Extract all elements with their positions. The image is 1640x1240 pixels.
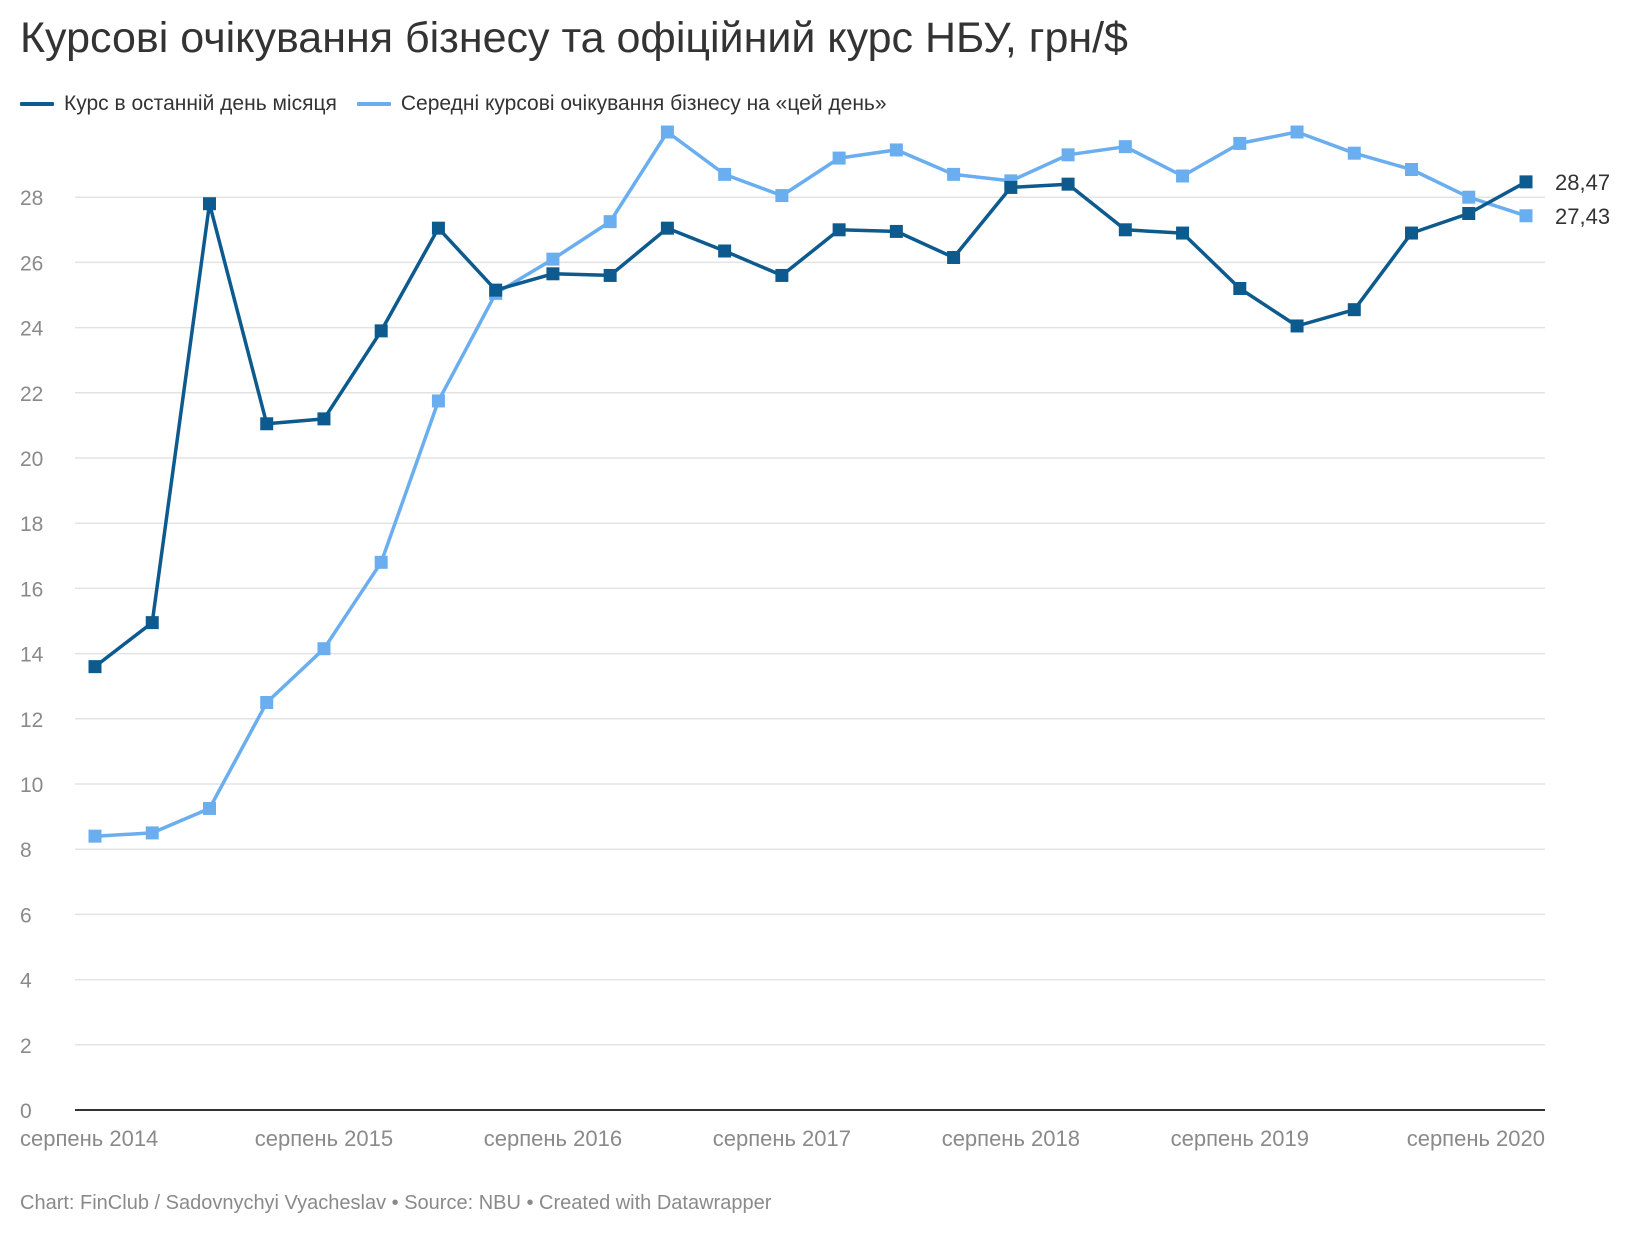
data-point — [660, 125, 674, 139]
chart-title: Курсові очікування бізнесу та офіційний … — [20, 14, 1128, 62]
legend-swatch-series-1 — [20, 102, 54, 106]
x-tick-label: серпень 2015 — [255, 1126, 393, 1151]
series-line — [94, 130, 1527, 838]
data-point — [1462, 207, 1476, 220]
y-tick-label: 16 — [20, 578, 43, 601]
legend-item-series-2: Середні курсові очікування бізнесу на «ц… — [356, 92, 887, 116]
legend-swatch-series-2 — [356, 102, 391, 106]
end-labels: 28,47 27,43 — [1555, 170, 1610, 229]
data-point — [1347, 303, 1361, 317]
data-point — [718, 167, 732, 181]
data-point — [775, 189, 789, 203]
end-value-label: 27,43 — [1555, 204, 1610, 229]
data-point — [947, 251, 961, 265]
data-point — [1176, 226, 1190, 240]
y-tick-label: 0 — [20, 1100, 32, 1123]
data-point — [775, 268, 789, 282]
data-point — [202, 801, 216, 815]
data-point — [145, 616, 159, 630]
x-tick-label: серпень 2018 — [942, 1126, 1080, 1151]
y-tick-label: 12 — [20, 709, 43, 732]
data-point — [1004, 180, 1018, 194]
data-point — [1290, 319, 1304, 333]
x-axis-ticks: серпень 2014 серпень 2015 серпень 2016 серп… — [20, 1126, 1545, 1151]
data-point — [260, 696, 274, 709]
y-tick-label: 20 — [20, 448, 43, 471]
data-point — [260, 417, 274, 431]
data-point — [431, 394, 445, 408]
x-tick-label: серпень 2019 — [1171, 1126, 1309, 1151]
data-point — [489, 283, 503, 297]
data-point — [718, 244, 732, 258]
data-point — [1176, 169, 1190, 183]
y-tick-label: 8 — [20, 839, 32, 862]
y-tick-label: 10 — [20, 774, 43, 797]
y-tick-label: 6 — [20, 904, 32, 927]
data-point — [1462, 190, 1476, 204]
data-point — [374, 324, 388, 338]
data-point — [1519, 209, 1533, 223]
legend-label-series-2: Середні курсові очікування бізнесу на «ц… — [400, 92, 887, 115]
data-point — [1233, 281, 1247, 295]
data-point — [1519, 175, 1533, 189]
y-tick-label: 4 — [20, 970, 32, 993]
x-tick-label: серпень 2014 — [20, 1126, 158, 1151]
data-point — [1118, 223, 1132, 237]
series-1 — [88, 175, 1533, 674]
data-point — [1405, 226, 1419, 240]
data-point — [88, 829, 102, 843]
legend-label-series-1: Курс в останній день місяця — [64, 92, 337, 115]
data-point — [1405, 162, 1419, 176]
data-point — [832, 223, 846, 237]
data-point — [145, 826, 159, 840]
data-point — [947, 167, 961, 181]
series-2 — [88, 125, 1533, 843]
data-point — [546, 252, 560, 266]
series-line — [93, 180, 1527, 668]
data-point — [889, 224, 903, 238]
gridlines — [75, 196, 1545, 1046]
data-point — [660, 221, 674, 235]
y-tick-label: 28 — [20, 187, 43, 210]
data-point — [1061, 148, 1075, 162]
y-tick-label: 18 — [20, 513, 43, 536]
data-point — [603, 268, 617, 282]
data-point — [1347, 146, 1361, 160]
y-tick-label: 26 — [20, 252, 43, 275]
legend: Курс в останній день місяця Середні курс… — [20, 92, 907, 116]
data-point — [832, 151, 846, 165]
data-point — [202, 197, 216, 211]
x-tick-label: серпень 2017 — [713, 1126, 851, 1151]
data-point — [374, 555, 388, 569]
data-point — [431, 221, 445, 235]
y-tick-label: 24 — [20, 318, 44, 341]
data-point — [1118, 140, 1132, 154]
chart-footer: Chart: FinClub / Sadovnychyi Vyacheslav … — [20, 1192, 772, 1214]
data-point — [317, 642, 331, 656]
y-tick-label: 14 — [20, 644, 44, 667]
legend-item-series-1: Курс в останній день місяця — [20, 92, 337, 116]
data-point — [1061, 177, 1075, 191]
data-point — [1233, 136, 1247, 150]
series — [88, 125, 1533, 843]
data-point — [889, 143, 903, 157]
end-value-label: 28,47 — [1555, 170, 1610, 195]
data-point — [546, 267, 560, 281]
data-point — [88, 660, 102, 674]
data-point — [317, 412, 331, 426]
x-tick-label: серпень 2016 — [484, 1126, 622, 1151]
data-point — [603, 215, 617, 229]
y-tick-label: 22 — [20, 383, 43, 406]
y-tick-label: 2 — [20, 1035, 32, 1058]
x-tick-label: серпень 2020 — [1407, 1126, 1545, 1151]
data-point — [1290, 125, 1304, 139]
